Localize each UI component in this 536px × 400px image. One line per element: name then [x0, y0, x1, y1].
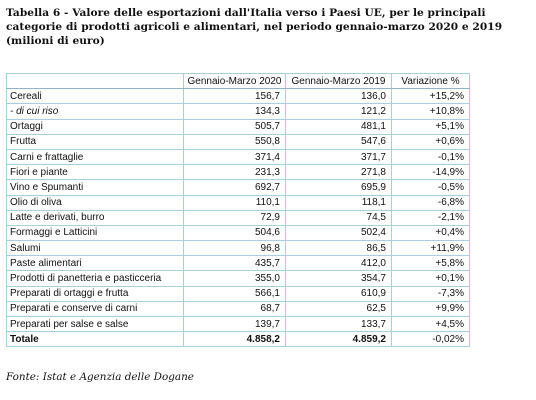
- value-2020: 156,7: [183, 88, 286, 105]
- value-2020: 110,1: [183, 194, 286, 211]
- exports-table: Gennaio-Marzo 2020 Gennaio-Marzo 2019 Va…: [6, 72, 470, 348]
- row-label: Olio di oliva: [6, 194, 184, 211]
- variation: +4,5%: [391, 315, 470, 333]
- total-row: Totale 4.858,2 4.859,2 -0,02%: [6, 331, 470, 348]
- value-2020: 371,4: [183, 148, 286, 166]
- row-label: Preparati per salse e salse: [6, 315, 184, 333]
- value-2019: 481,1: [285, 118, 392, 135]
- row-label: Vino e Spumanti: [6, 179, 184, 196]
- variation: -6,8%: [391, 194, 470, 211]
- value-2020: 504,6: [183, 224, 286, 242]
- value-2019: 86,5: [285, 240, 392, 257]
- value-2019: 695,9: [285, 179, 392, 196]
- row-label: Formaggi e Latticini: [6, 224, 184, 242]
- table-row: Olio di oliva 110,1 118,1 -6,8%: [6, 194, 470, 211]
- table-title-line-2: categorie di prodotti agricoli e aliment…: [6, 21, 503, 33]
- variation: +10,8%: [391, 103, 470, 120]
- table-row: Prodotti di panetteria e pasticceria 355…: [6, 270, 470, 287]
- variation: +9,9%: [391, 300, 470, 318]
- table-row: Fiori e piante 231,3 271,8 -14,9%: [6, 164, 470, 181]
- row-label: Paste alimentari: [6, 255, 184, 272]
- table-row: Frutta 550,8 547,6 +0,6%: [6, 133, 470, 150]
- header-category: [6, 72, 184, 90]
- header-row: Gennaio-Marzo 2020 Gennaio-Marzo 2019 Va…: [6, 72, 470, 90]
- variation: +15,2%: [391, 88, 470, 105]
- total-variation: -0,02%: [391, 331, 470, 348]
- header-2019: Gennaio-Marzo 2019: [285, 72, 392, 90]
- variation: +5,8%: [391, 255, 470, 272]
- table-row: Ortaggi 505,7 481,1 +5,1%: [6, 118, 470, 135]
- variation: -0,1%: [391, 148, 470, 166]
- value-2019: 354,7: [285, 270, 392, 287]
- total-2020: 4.858,2: [183, 331, 286, 348]
- value-2019: 121,2: [285, 103, 392, 120]
- row-label: Carni e frattaglie: [6, 148, 184, 166]
- variation: +0,1%: [391, 270, 470, 287]
- table-row: Preparati e conserve di carni 68,7 62,5 …: [6, 300, 470, 318]
- row-label: Fiori e piante: [6, 164, 184, 181]
- value-2020: 550,8: [183, 133, 286, 150]
- row-label: Salumi: [6, 240, 184, 257]
- table-row: Paste alimentari 435,7 412,0 +5,8%: [6, 255, 470, 272]
- table-title: Tabella 6 - Valore delle esportazioni da…: [6, 6, 531, 48]
- value-2019: 412,0: [285, 255, 392, 272]
- variation: -0,5%: [391, 179, 470, 196]
- table-row: Vino e Spumanti 692,7 695,9 -0,5%: [6, 179, 470, 196]
- value-2019: 547,6: [285, 133, 392, 150]
- table-row: Formaggi e Latticini 504,6 502,4 +0,4%: [6, 224, 470, 242]
- row-label: Ortaggi: [6, 118, 184, 135]
- variation: +11,9%: [391, 240, 470, 257]
- table-row: Latte e derivati, burro 72,9 74,5 -2,1%: [6, 209, 470, 226]
- value-2019: 133,7: [285, 315, 392, 333]
- row-label: Cereali: [6, 88, 184, 105]
- value-2019: 74,5: [285, 209, 392, 226]
- table-row: Preparati di ortaggi e frutta 566,1 610,…: [6, 285, 470, 302]
- value-2020: 566,1: [183, 285, 286, 302]
- table-row: Salumi 96,8 86,5 +11,9%: [6, 240, 470, 257]
- value-2020: 231,3: [183, 164, 286, 181]
- value-2020: 692,7: [183, 179, 286, 196]
- table-title-line-3: (milioni di euro): [6, 35, 105, 47]
- value-2020: 139,7: [183, 315, 286, 333]
- value-2020: 505,7: [183, 118, 286, 135]
- variation: -7,3%: [391, 285, 470, 302]
- value-2019: 371,7: [285, 148, 392, 166]
- table-row: - di cui riso 134,3 121,2 +10,8%: [6, 103, 470, 120]
- row-label: Preparati di ortaggi e frutta: [6, 285, 184, 302]
- table-row: Preparati per salse e salse 139,7 133,7 …: [6, 315, 470, 333]
- value-2020: 134,3: [183, 103, 286, 120]
- header-2020: Gennaio-Marzo 2020: [183, 72, 286, 90]
- table-row: Cereali 156,7 136,0 +15,2%: [6, 88, 470, 105]
- value-2020: 435,7: [183, 255, 286, 272]
- value-2019: 502,4: [285, 224, 392, 242]
- total-2019: 4.859,2: [285, 331, 392, 348]
- header-variation: Variazione %: [391, 72, 470, 90]
- value-2020: 68,7: [183, 300, 286, 318]
- variation: -14,9%: [391, 164, 470, 181]
- value-2020: 72,9: [183, 209, 286, 226]
- value-2020: 96,8: [183, 240, 286, 257]
- table-row: Carni e frattaglie 371,4 371,7 -0,1%: [6, 148, 470, 166]
- table-header: Gennaio-Marzo 2020 Gennaio-Marzo 2019 Va…: [6, 72, 470, 90]
- table-title-line-1: Tabella 6 - Valore delle esportazioni da…: [6, 7, 486, 19]
- variation: -2,1%: [391, 209, 470, 226]
- row-label: Preparati e conserve di carni: [6, 300, 184, 318]
- variation: +5,1%: [391, 118, 470, 135]
- value-2019: 610,9: [285, 285, 392, 302]
- value-2020: 355,0: [183, 270, 286, 287]
- row-label: Prodotti di panetteria e pasticceria: [6, 270, 184, 287]
- table-body: Cereali 156,7 136,0 +15,2% - di cui riso…: [6, 88, 470, 348]
- value-2019: 271,8: [285, 164, 392, 181]
- value-2019: 62,5: [285, 300, 392, 318]
- row-label: - di cui riso: [6, 103, 184, 120]
- value-2019: 136,0: [285, 88, 392, 105]
- row-label: Latte e derivati, burro: [6, 209, 184, 226]
- row-label: Frutta: [6, 133, 184, 150]
- variation: +0,6%: [391, 133, 470, 150]
- variation: +0,4%: [391, 224, 470, 242]
- value-2019: 118,1: [285, 194, 392, 211]
- total-label: Totale: [6, 331, 184, 348]
- source-note: Fonte: Istat e Agenzia delle Dogane: [6, 371, 194, 383]
